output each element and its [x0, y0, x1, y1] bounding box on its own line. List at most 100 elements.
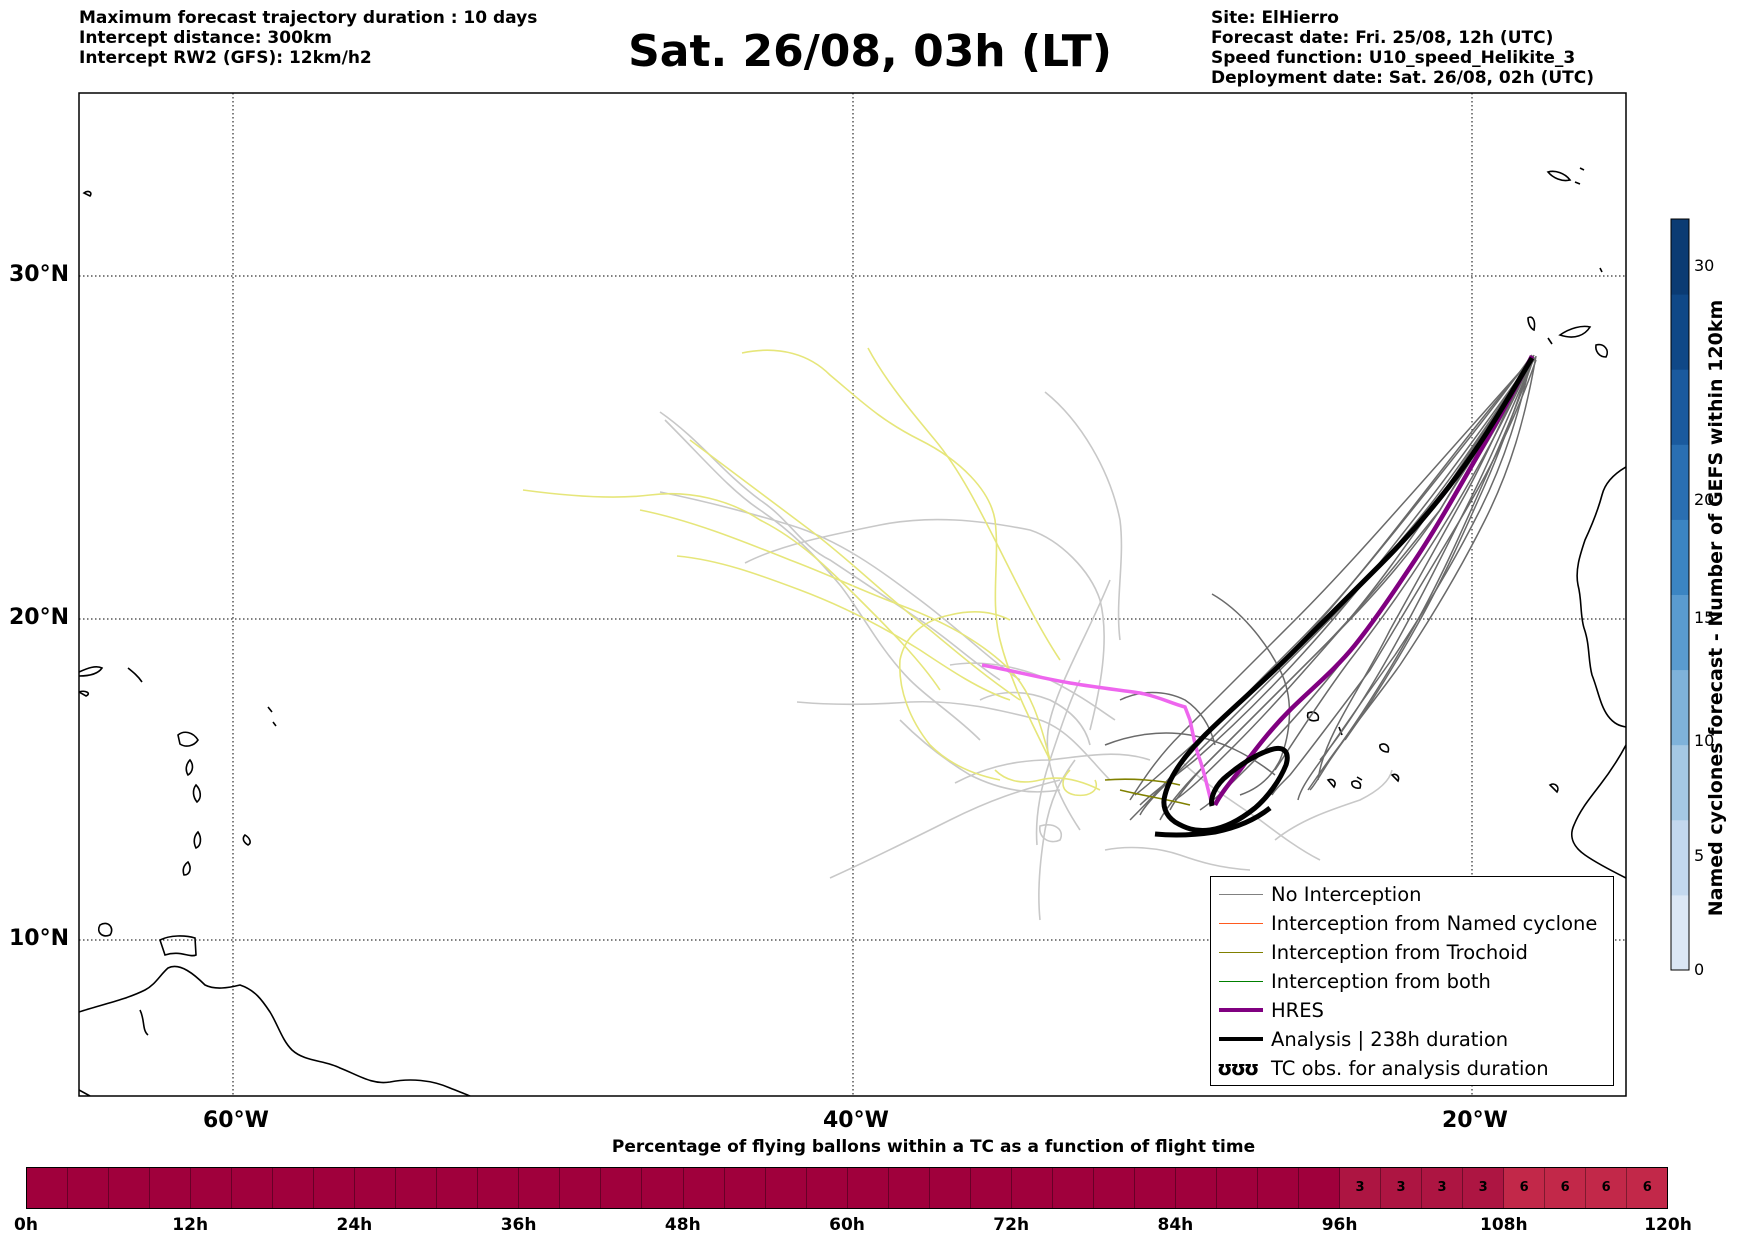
- progress-cell: [847, 1168, 889, 1208]
- legend-item: Interception from Trochoid: [1211, 939, 1611, 968]
- lon-label: 20°W: [1442, 1108, 1508, 1133]
- pink-track: [981, 663, 1214, 806]
- colorbar-frame: [1670, 218, 1690, 971]
- legend-item: Interception from both: [1211, 968, 1611, 997]
- colorbar-tick: 0: [1694, 960, 1705, 979]
- analysis-track: [1161, 356, 1535, 833]
- ensemble-trochoid-interception: [1104, 778, 1191, 806]
- progress-cell: 3: [1381, 1168, 1423, 1208]
- legend-swatch: [1219, 1008, 1263, 1012]
- progress-cell: [642, 1168, 684, 1208]
- progress-cell: [437, 1168, 479, 1208]
- colorbar: [1671, 219, 1689, 971]
- colorbar-segment: [1671, 294, 1689, 370]
- header-right-line: Forecast date: Fri. 25/08, 12h (UTC): [1211, 28, 1554, 48]
- progress-cell: [888, 1168, 930, 1208]
- progress-cell: [1175, 1168, 1217, 1208]
- header-left-line: Intercept distance: 300km: [79, 28, 332, 48]
- site-info: Site: ElHierro Forecast date: Fri. 25/08…: [1211, 8, 1594, 88]
- lat-label: 20°N: [9, 605, 70, 630]
- legend-label: Analysis | 238h duration: [1271, 1028, 1509, 1051]
- progress-cell: [683, 1168, 725, 1208]
- progress-cell: [232, 1168, 274, 1208]
- progress-cell: [191, 1168, 233, 1208]
- colorbar-segment: [1671, 444, 1689, 520]
- legend-item: No Interception: [1211, 881, 1611, 910]
- progress-cell: [724, 1168, 766, 1208]
- progress-tick-label: 96h: [1321, 1215, 1358, 1235]
- progress-cell: [355, 1168, 397, 1208]
- progress-title: Percentage of flying ballons within a TC…: [611, 1137, 1256, 1157]
- colorbar-tick: 20: [1694, 490, 1715, 509]
- progress-cell: [396, 1168, 438, 1208]
- progress-cell: [560, 1168, 602, 1208]
- ensemble-no-interception-light: [659, 391, 1393, 921]
- analysis-track-tail: [1154, 806, 1272, 838]
- header-right-line: Speed function: U10_speed_Helikite_3: [1211, 48, 1576, 68]
- legend-label: Interception from Trochoid: [1271, 941, 1528, 964]
- progress-cell: [601, 1168, 643, 1208]
- legend-swatch: [1219, 952, 1263, 953]
- colorbar-title: Named cyclones forecast - Number of GEFS…: [1705, 299, 1727, 917]
- progress-cell: [929, 1168, 971, 1208]
- progress-cell: [765, 1168, 807, 1208]
- colorbar-segment: [1671, 819, 1689, 896]
- ensemble-no-interception-dark: [1104, 354, 1537, 821]
- progress-cell: [314, 1168, 356, 1208]
- progress-tick-label: 84h: [1157, 1215, 1194, 1235]
- colorbar-tick: 15: [1694, 608, 1715, 627]
- progress-cell: 3: [1463, 1168, 1505, 1208]
- colorbar-segment: [1671, 744, 1689, 821]
- progress-cell: [1093, 1168, 1135, 1208]
- progress-cell: [1011, 1168, 1053, 1208]
- progress-cell: 6: [1504, 1168, 1546, 1208]
- progress-tick-label: 36h: [500, 1215, 537, 1235]
- legend-label: Interception from both: [1271, 970, 1491, 993]
- progress-cell: 3: [1422, 1168, 1464, 1208]
- colorbar-segment: [1671, 219, 1689, 295]
- legend-item: Analysis | 238h duration: [1211, 1026, 1611, 1055]
- legend-item: ʊʊʊ TC obs. for analysis duration: [1211, 1055, 1611, 1084]
- progress-cell: [109, 1168, 151, 1208]
- cyclone-symbol-icon: ʊʊʊ: [1217, 1056, 1259, 1080]
- map-legend: No Interception Interception from Named …: [1210, 876, 1614, 1086]
- legend-swatch: [1219, 894, 1263, 895]
- progress-tick-label: 24h: [336, 1215, 373, 1235]
- legend-swatch: [1219, 981, 1263, 982]
- ensemble-trochoid-light: [522, 347, 1101, 797]
- legend-swatch: [1219, 1037, 1263, 1041]
- colorbar-tick: 5: [1694, 846, 1705, 865]
- progress-cell: [273, 1168, 315, 1208]
- header-left-line: Maximum forecast trajectory duration : 1…: [79, 8, 538, 28]
- progress-cell: [1298, 1168, 1340, 1208]
- colorbar-segment: [1671, 594, 1689, 671]
- progress-cell: [1134, 1168, 1176, 1208]
- progress-tick-label: 72h: [993, 1215, 1030, 1235]
- colorbar-tick: 10: [1694, 731, 1715, 750]
- progress-cell: [519, 1168, 561, 1208]
- colorbar-tick: 30: [1694, 256, 1715, 275]
- legend-swatch: [1219, 923, 1263, 924]
- legend-label: HRES: [1271, 999, 1324, 1022]
- legend-label: No Interception: [1271, 883, 1422, 906]
- progress-cell: 6: [1627, 1168, 1668, 1208]
- progress-tick-label: 120h: [1644, 1215, 1692, 1235]
- progress-tick-label: 108h: [1480, 1215, 1528, 1235]
- legend-label: TC obs. for analysis duration: [1271, 1057, 1549, 1080]
- progress-tick-label: 48h: [664, 1215, 701, 1235]
- progress-cell: [478, 1168, 520, 1208]
- progress-cell: [970, 1168, 1012, 1208]
- progress-tick-label: 0h: [14, 1215, 38, 1235]
- progress-tick-label: 60h: [829, 1215, 865, 1235]
- page-title: Sat. 26/08, 03h (LT): [628, 26, 1112, 77]
- colorbar-segment: [1671, 369, 1689, 445]
- progress-cell: 6: [1586, 1168, 1628, 1208]
- progress-cell: [27, 1168, 69, 1208]
- legend-item: Interception from Named cyclone: [1211, 910, 1611, 939]
- progress-cell: [1216, 1168, 1258, 1208]
- colorbar-segment: [1671, 519, 1689, 595]
- progress-cell: [150, 1168, 192, 1208]
- map-frame: [78, 92, 1627, 1097]
- progress-tick-label: 12h: [172, 1215, 209, 1235]
